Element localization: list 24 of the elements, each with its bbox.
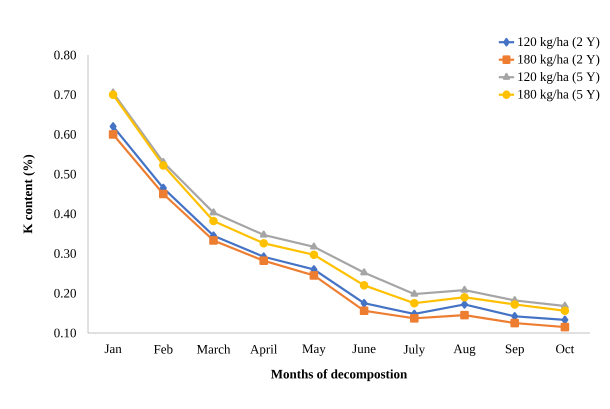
y-tick-label: 0.20 — [54, 288, 76, 298]
legend-label: 120 kg/ha (2 Y) — [518, 36, 600, 49]
legend-label: 180 kg/ha (2 Y) — [518, 54, 600, 66]
x-tick-label: June — [352, 344, 376, 354]
y-tick-label: 0.70 — [54, 90, 76, 100]
x-axis-title: Months of decompostion — [270, 369, 408, 382]
x-tick-label: Feb — [154, 344, 173, 354]
x-tick-label: Jan — [104, 344, 122, 354]
legend-label: 180 kg/ha (5 Y) — [518, 89, 600, 102]
y-tick-label: 0.10 — [54, 328, 76, 338]
x-tick-label: Oct — [556, 344, 574, 354]
x-tick-label: April — [250, 344, 278, 356]
y-tick-label: 0.50 — [54, 170, 76, 179]
x-tick-label: May — [302, 344, 326, 356]
y-tick-label: 0.40 — [54, 209, 76, 218]
x-tick-label: Sep — [506, 344, 524, 356]
y-tick-label: 0.60 — [54, 130, 76, 139]
x-tick-label: July — [404, 344, 426, 356]
legend-label: 120 kg/ha (5 Y) — [518, 72, 600, 84]
x-tick-label: March — [196, 344, 230, 354]
y-tick-label: 0.80 — [54, 50, 76, 60]
y-axis-title: K content (%) — [23, 154, 35, 234]
y-tick-label: 0.30 — [54, 249, 76, 258]
x-tick-label: Aug — [453, 344, 476, 356]
